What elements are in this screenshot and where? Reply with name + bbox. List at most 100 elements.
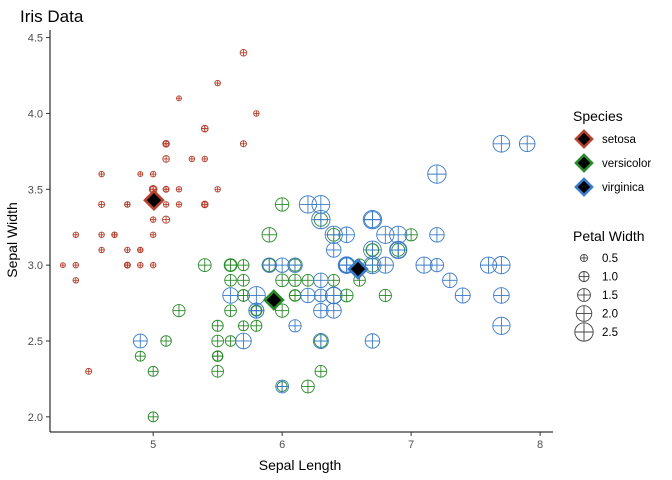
data-point-setosa: [162, 185, 170, 193]
data-point-setosa: [98, 170, 105, 178]
data-point-setosa: [149, 261, 157, 269]
data-point-virginica: [261, 257, 277, 273]
data-point-versicolor: [288, 273, 302, 287]
petal-width-legend-label: 2.5: [602, 327, 618, 339]
x-tick-label: 8: [537, 439, 543, 451]
data-point-versicolor: [237, 274, 250, 287]
data-point-virginica: [313, 272, 329, 288]
data-point-versicolor: [211, 334, 224, 348]
x-tick-label: 5: [150, 439, 156, 451]
data-point-virginica: [300, 287, 316, 304]
y-tick-label: 2.0: [28, 412, 43, 424]
centroid-setosa: [143, 189, 165, 212]
data-point-versicolor: [172, 304, 186, 318]
data-point-versicolor: [250, 319, 263, 332]
data-point-virginica: [429, 258, 445, 273]
y-tick-label: 3.5: [28, 184, 43, 196]
data-point-virginica: [364, 333, 381, 349]
data-point-virginica: [493, 287, 510, 304]
data-point-versicolor: [238, 320, 249, 332]
data-point-versicolor: [224, 258, 237, 272]
petal-width-legend-key: [578, 271, 590, 282]
data-point-versicolor: [289, 289, 302, 302]
y-tick-label: 2.5: [28, 336, 43, 348]
data-point-versicolor: [147, 365, 159, 377]
data-point-virginica: [275, 379, 290, 394]
data-point-setosa: [200, 200, 209, 209]
data-point-versicolor: [275, 273, 290, 288]
petal-width-legend-label: 1.0: [602, 272, 618, 284]
data-point-setosa: [162, 155, 170, 163]
data-point-versicolor: [261, 227, 277, 243]
data-points: [59, 48, 536, 423]
species-legend-key-versicolor: [574, 153, 594, 173]
species-legend-label: virginica: [602, 182, 645, 194]
axes: 5 6 7 8 2.0 2.5 3.0 3.5 4.0 4.5: [28, 30, 553, 451]
x-tick-label: 6: [279, 439, 285, 451]
data-point-setosa: [137, 171, 144, 178]
data-point-setosa: [98, 246, 105, 254]
data-point-virginica: [326, 242, 342, 258]
species-legend-label: setosa: [602, 134, 636, 146]
data-point-setosa: [239, 140, 247, 148]
data-point-virginica: [324, 225, 343, 244]
data-point-setosa: [98, 231, 105, 239]
centroid-virginica: [347, 258, 369, 280]
data-point-setosa: [72, 231, 80, 239]
data-point-setosa: [239, 48, 248, 57]
data-point-virginica: [298, 195, 318, 214]
data-point-versicolor: [134, 350, 146, 362]
data-point-setosa: [98, 200, 106, 208]
data-point-virginica: [274, 257, 290, 273]
data-point-virginica: [235, 332, 252, 350]
data-point-setosa: [175, 201, 183, 208]
petal-width-legend-label: 1.5: [602, 290, 618, 302]
data-point-versicolor: [301, 274, 315, 287]
data-point-virginica: [248, 302, 265, 319]
petal-width-legend-key: [579, 253, 589, 263]
y-tick-label: 3.0: [28, 260, 43, 272]
petal-width-legend-title: Petal Width: [573, 228, 645, 244]
data-point-setosa: [137, 261, 144, 269]
data-point-versicolor: [301, 379, 315, 394]
data-point-versicolor: [212, 350, 224, 362]
data-point-versicolor: [211, 319, 224, 332]
data-point-setosa: [201, 155, 208, 163]
data-point-virginica: [288, 319, 302, 333]
data-point-setosa: [124, 246, 131, 254]
data-point-setosa: [200, 124, 209, 133]
x-tick-label: 7: [408, 439, 414, 451]
data-point-virginica: [324, 286, 343, 305]
species-legend-label: versicolor: [602, 158, 651, 170]
data-point-versicolor: [275, 197, 290, 212]
data-point-setosa: [162, 215, 171, 224]
data-point-virginica: [492, 134, 511, 153]
data-point-virginica: [427, 164, 447, 184]
x-axis-title: Sepal Length: [259, 457, 342, 473]
data-point-setosa: [253, 110, 260, 117]
data-point-virginica: [246, 286, 266, 305]
petal-width-legend-key: [574, 322, 594, 342]
data-point-setosa: [188, 155, 196, 163]
data-point-versicolor: [327, 274, 341, 287]
data-point-versicolor: [378, 288, 392, 303]
data-point-virginica: [376, 225, 395, 244]
data-point-setosa: [111, 231, 118, 239]
data-point-versicolor: [197, 258, 212, 272]
data-point-virginica: [415, 256, 433, 274]
data-point-virginica: [313, 288, 328, 303]
centroid-versicolor: [263, 289, 285, 311]
species-legend-title: Species: [573, 108, 623, 124]
petal-width-legend-label: 2.0: [602, 309, 618, 321]
data-point-setosa: [149, 231, 157, 239]
data-point-setosa: [137, 246, 144, 254]
data-point-virginica: [518, 135, 536, 153]
data-point-virginica: [454, 287, 471, 304]
data-point-setosa: [175, 186, 183, 193]
data-point-setosa: [214, 79, 221, 87]
data-point-virginica: [429, 227, 445, 243]
species-legend: Species setosa versicolor virginica: [573, 108, 651, 197]
data-point-versicolor: [211, 365, 224, 378]
data-point-versicolor: [237, 259, 250, 272]
data-point-virginica: [132, 333, 148, 349]
